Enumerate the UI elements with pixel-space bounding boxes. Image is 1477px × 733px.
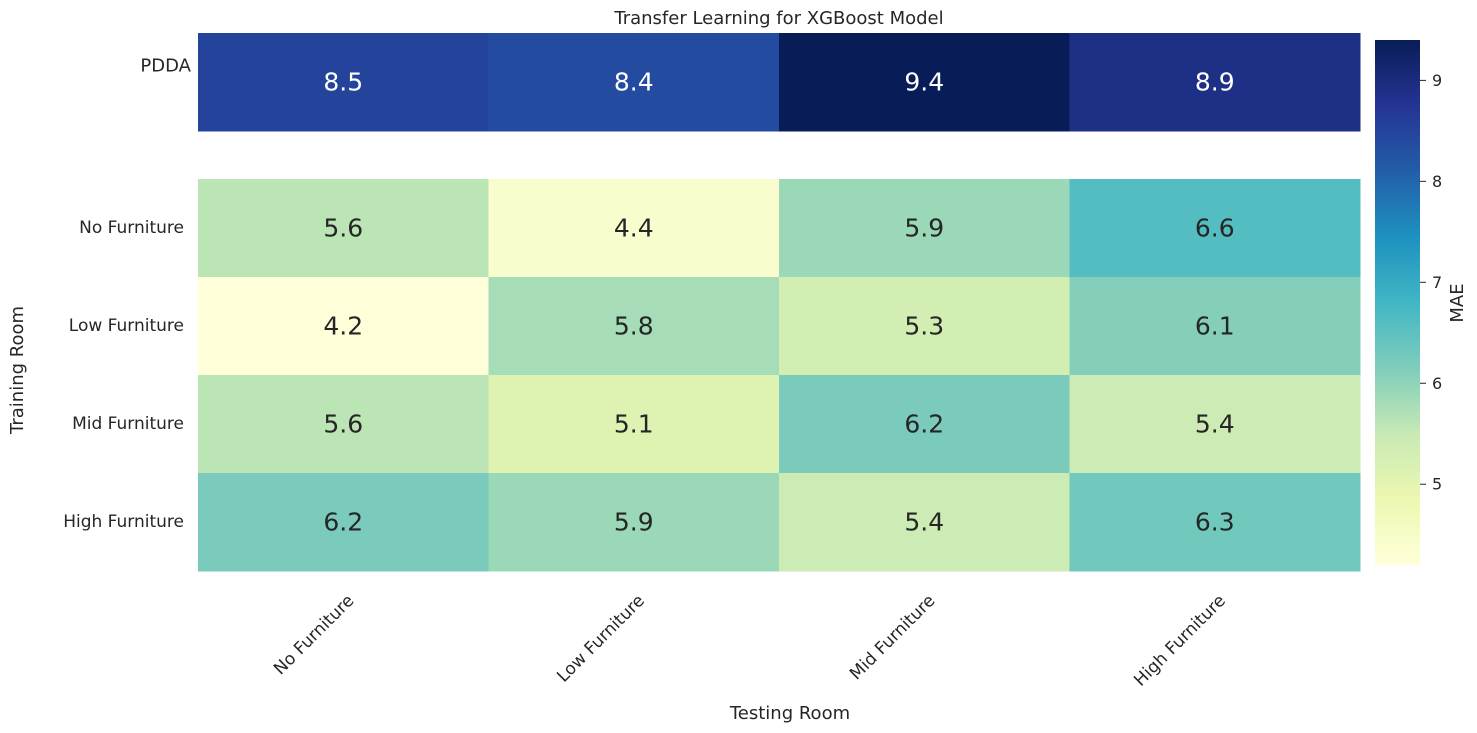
- y-tick-label: Mid Furniture: [72, 414, 184, 434]
- cell-value-label: 6.2: [904, 410, 944, 439]
- y-tick-label: Low Furniture: [69, 316, 184, 336]
- heatmap-cell: [198, 473, 489, 572]
- x-tick-labels: No Furniture Low Furniture Mid Furniture Hi…: [270, 591, 1230, 691]
- colorbar-tick-label: 5: [1432, 475, 1442, 494]
- heatmap-cell: [198, 277, 489, 376]
- cell-value-label: 5.3: [904, 312, 944, 341]
- heatmap-cell: [1069, 33, 1361, 132]
- heatmap-cell: [1069, 277, 1361, 376]
- heatmap-cell: [1069, 473, 1361, 572]
- heatmap-cell: [198, 375, 489, 474]
- cell-value-label: 8.9: [1195, 68, 1235, 97]
- heatmap-cell: [1069, 179, 1361, 278]
- heatmap-cell: [779, 277, 1070, 376]
- heatmap-cell: [779, 473, 1070, 572]
- cell-value-label: 6.6: [1195, 214, 1235, 243]
- cell-value-label: 5.9: [904, 214, 944, 243]
- y-tick-label: No Furniture: [79, 218, 184, 238]
- y-tick-labels: PDDA No Furniture Low Furniture Mid Furnitu…: [63, 56, 191, 533]
- x-tick-label: Low Furniture: [553, 591, 649, 687]
- cell-value-label: 5.6: [323, 410, 363, 439]
- cell-value-label: 5.8: [614, 312, 654, 341]
- cell-value-label: 8.4: [614, 68, 654, 97]
- cell-value-label: 5.6: [323, 214, 363, 243]
- main-heatmap-cells: 5.6 4.4 5.9 6.6 4.2 5.8 5.3 6.1 5.6 5.1 6.2 5.4 6.2 5…: [198, 179, 1361, 572]
- heatmap-cell: [488, 33, 780, 132]
- y-axis-label: Training Room: [7, 306, 28, 435]
- cell-value-label: 5.9: [614, 508, 654, 537]
- heatmap-cell: [198, 33, 489, 132]
- heatmap-cell: [779, 33, 1070, 132]
- colorbar-label: MAE: [1447, 283, 1468, 322]
- cell-value-label: 5.4: [904, 508, 944, 537]
- colorbar-tick-label: 9: [1432, 71, 1442, 90]
- colorbar-ticks: 5 6 7 8 9: [1420, 71, 1442, 494]
- heatmap-cell: [198, 179, 489, 278]
- heatmap-cell: [1069, 375, 1361, 474]
- heatmap-cell: [779, 375, 1070, 474]
- x-tick-label: Mid Furniture: [846, 591, 939, 684]
- cell-value-label: 6.1: [1195, 312, 1235, 341]
- cell-value-label: 9.4: [904, 68, 944, 97]
- heatmap-cell: [488, 473, 780, 572]
- cell-value-label: 4.2: [323, 312, 363, 341]
- colorbar-tick-label: 7: [1432, 273, 1442, 292]
- cell-value-label: 6.3: [1195, 508, 1235, 537]
- heatmap-cell: [488, 179, 780, 278]
- y-tick-label: PDDA: [140, 56, 191, 77]
- colorbar-tick-label: 6: [1432, 374, 1442, 393]
- cell-value-label: 5.4: [1195, 410, 1235, 439]
- heatmap-cell: [488, 375, 780, 474]
- y-tick-label: High Furniture: [63, 512, 184, 532]
- cell-value-label: 8.5: [323, 68, 363, 97]
- heatmap-cell: [488, 277, 780, 376]
- chart-title: Transfer Learning for XGBoost Model: [613, 8, 943, 29]
- heatmap-cell: [779, 179, 1070, 278]
- cell-value-label: 5.1: [614, 410, 654, 439]
- x-axis-label: Testing Room: [729, 703, 850, 724]
- top-heatmap-cells: 8.5 8.4 9.4 8.9: [198, 33, 1361, 132]
- colorbar: [1375, 40, 1420, 565]
- colorbar-tick-label: 8: [1432, 172, 1442, 191]
- cell-value-label: 4.4: [614, 214, 654, 243]
- cell-value-label: 6.2: [323, 508, 363, 537]
- x-tick-label: No Furniture: [270, 591, 358, 679]
- x-tick-label: High Furniture: [1130, 591, 1230, 691]
